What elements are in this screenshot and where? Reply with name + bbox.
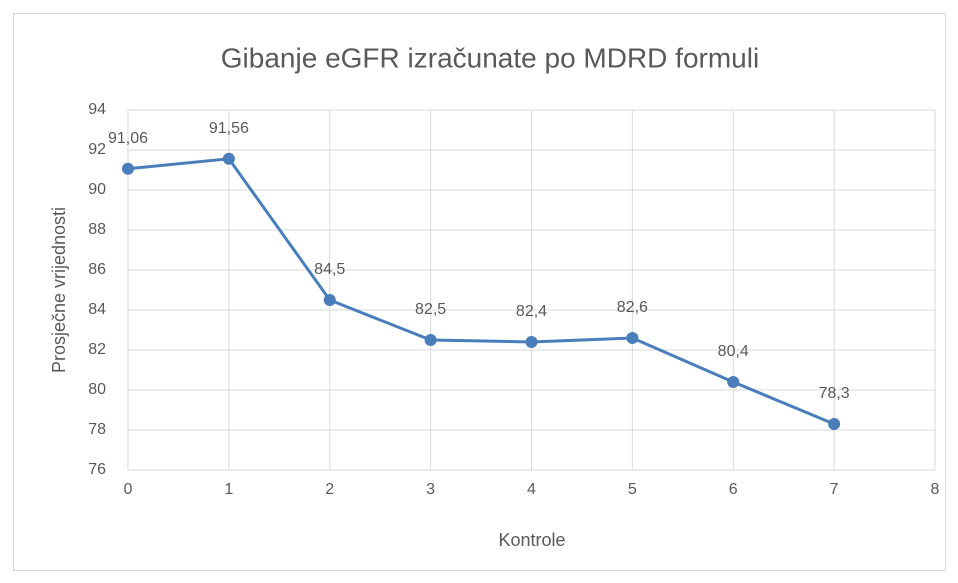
y-tick-label: 80 (88, 381, 106, 398)
x-axis-title: Kontrole (498, 530, 565, 550)
data-label: 84,5 (314, 261, 345, 278)
marker (727, 376, 740, 388)
y-tick-label: 92 (88, 141, 106, 158)
marker (122, 162, 134, 175)
x-tick-label: 6 (729, 481, 738, 498)
x-tick-label: 3 (426, 481, 435, 498)
y-tick-label: 82 (88, 341, 106, 358)
marker (828, 418, 841, 430)
y-tick-label: 86 (88, 261, 106, 278)
x-tick-label: 8 (931, 481, 940, 498)
data-label: 80,4 (718, 343, 749, 360)
y-tick-label: 88 (88, 221, 106, 238)
y-tick-label: 84 (88, 301, 106, 318)
data-label: 82,4 (516, 303, 547, 320)
data-label: 91,06 (108, 130, 148, 147)
marker (222, 152, 235, 165)
x-tick-label: 4 (527, 481, 536, 498)
chart-border (13, 13, 946, 571)
x-tick-label: 2 (325, 481, 334, 498)
x-tick-label: 0 (124, 481, 133, 498)
marker (626, 332, 639, 344)
y-axis-title: Prosječne vrijednosti (49, 207, 69, 373)
x-tick-label: 7 (830, 481, 839, 498)
y-tick-label: 78 (88, 421, 106, 438)
x-tick-label: 5 (628, 481, 637, 498)
y-tick-label: 76 (88, 461, 106, 478)
data-label: 78,3 (819, 385, 850, 402)
y-tick-label: 94 (88, 101, 106, 118)
marker (525, 336, 538, 348)
line (127, 157, 835, 426)
marker (323, 294, 336, 306)
data-label: 82,5 (415, 301, 446, 318)
data-label: 91,56 (209, 120, 249, 137)
marker (424, 334, 437, 346)
data-label: 82,6 (617, 299, 648, 316)
chart-title: Gibanje eGFR izračunate po MDRD formuli (221, 42, 759, 73)
x-tick-label: 1 (224, 481, 233, 498)
y-tick-label: 90 (88, 181, 106, 198)
